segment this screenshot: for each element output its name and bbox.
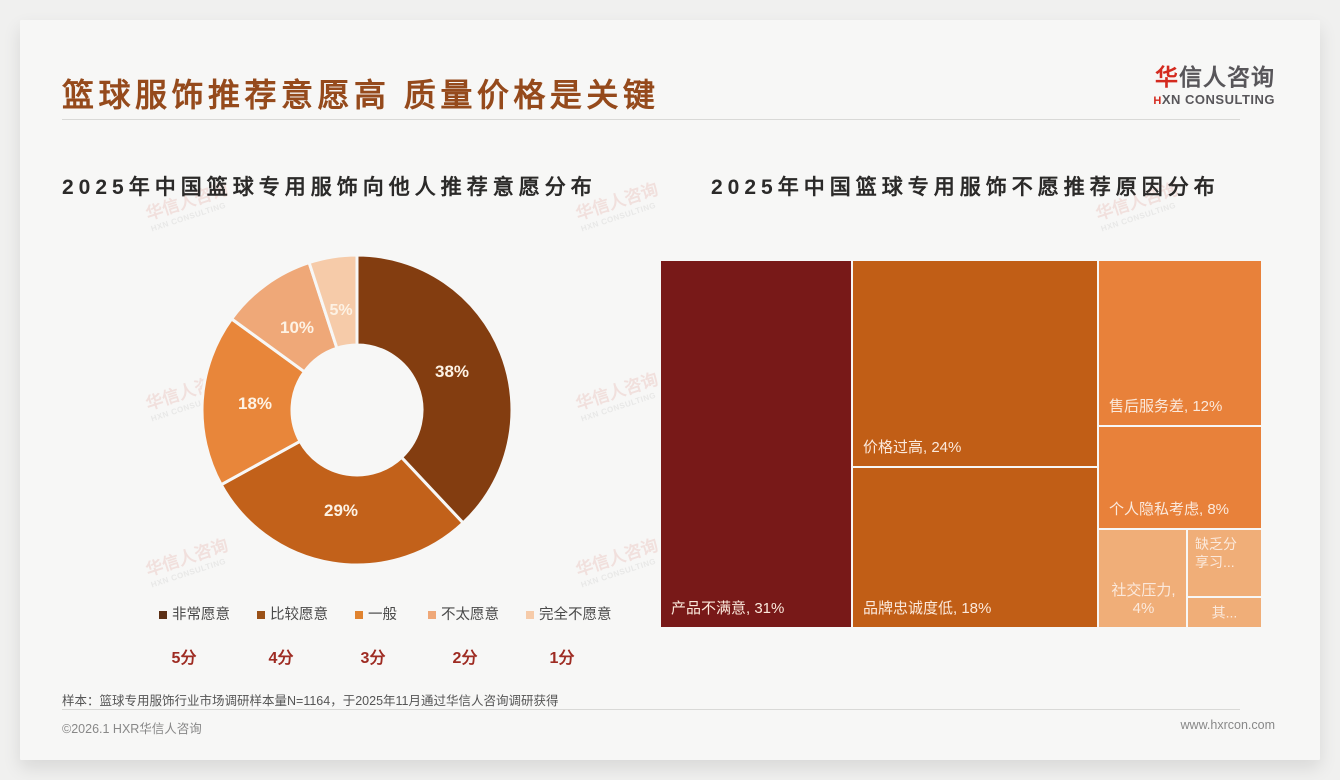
svg-text:5%: 5% (329, 302, 352, 319)
svg-text:29%: 29% (324, 501, 358, 520)
svg-text:18%: 18% (238, 394, 272, 413)
svg-text:10%: 10% (280, 318, 314, 337)
svg-text:38%: 38% (435, 362, 469, 381)
